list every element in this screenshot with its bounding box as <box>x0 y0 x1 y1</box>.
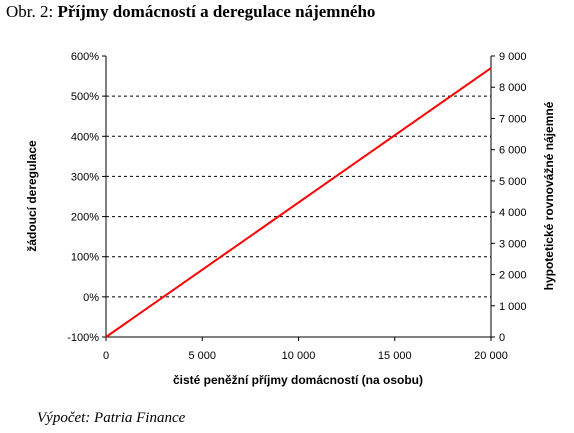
series-layer <box>105 67 492 338</box>
right-tick-label: 2 000 <box>499 270 527 282</box>
right-tick-label: 6 000 <box>499 145 527 157</box>
left-axis-ticks: -100% 0% 100% 200% 300% 400% 500% 600% <box>67 51 106 344</box>
x-tick-label: 20 000 <box>474 350 508 362</box>
x-tick-label: 5 000 <box>188 350 216 362</box>
left-tick-label: 100% <box>71 252 99 264</box>
right-tick-label: 8 000 <box>499 82 527 94</box>
x-axis-title: čisté peněžní příjmy domácností (na osob… <box>173 373 423 387</box>
left-tick-label: -100% <box>67 332 99 344</box>
right-tick-label: 9 000 <box>499 51 527 63</box>
left-tick-label: 300% <box>71 171 99 183</box>
x-tick-label: 15 000 <box>378 350 412 362</box>
left-axis-title: žádoucí deregulace <box>25 140 39 252</box>
left-tick-label: 200% <box>71 212 99 224</box>
left-tick-label: 600% <box>71 51 99 63</box>
right-tick-label: 0 <box>499 332 505 344</box>
right-axis-ticks: 0 1 000 2 000 3 000 4 000 5 000 6 000 7 000 8 00… <box>491 51 527 344</box>
x-tick-label: 10 000 <box>282 350 316 362</box>
left-tick-label: 400% <box>71 131 99 143</box>
right-tick-label: 7 000 <box>499 113 527 125</box>
series-line <box>105 67 492 338</box>
right-tick-label: 3 000 <box>499 238 527 250</box>
figure-title-text: Příjmy domácností a deregulace nájemného <box>57 2 376 21</box>
plot-frame <box>105 56 492 338</box>
source-note: Výpočet: Patria Finance <box>37 410 186 426</box>
x-axis-ticks: 0 5 000 10 000 15 000 20 000 <box>103 337 508 362</box>
figure-title: Obr. 2: Příjmy domácností a deregulace n… <box>6 2 375 22</box>
right-tick-label: 5 000 <box>499 176 527 188</box>
right-tick-label: 1 000 <box>499 301 527 313</box>
figure-label: Obr. 2: <box>6 2 54 21</box>
right-axis-title: hypotetické rovnovážné nájemné <box>542 101 556 290</box>
left-tick-label: 0% <box>83 292 99 304</box>
left-tick-label: 500% <box>71 91 99 103</box>
x-tick-label: 0 <box>103 350 109 362</box>
right-tick-label: 4 000 <box>499 207 527 219</box>
grid-lines <box>106 95 491 298</box>
